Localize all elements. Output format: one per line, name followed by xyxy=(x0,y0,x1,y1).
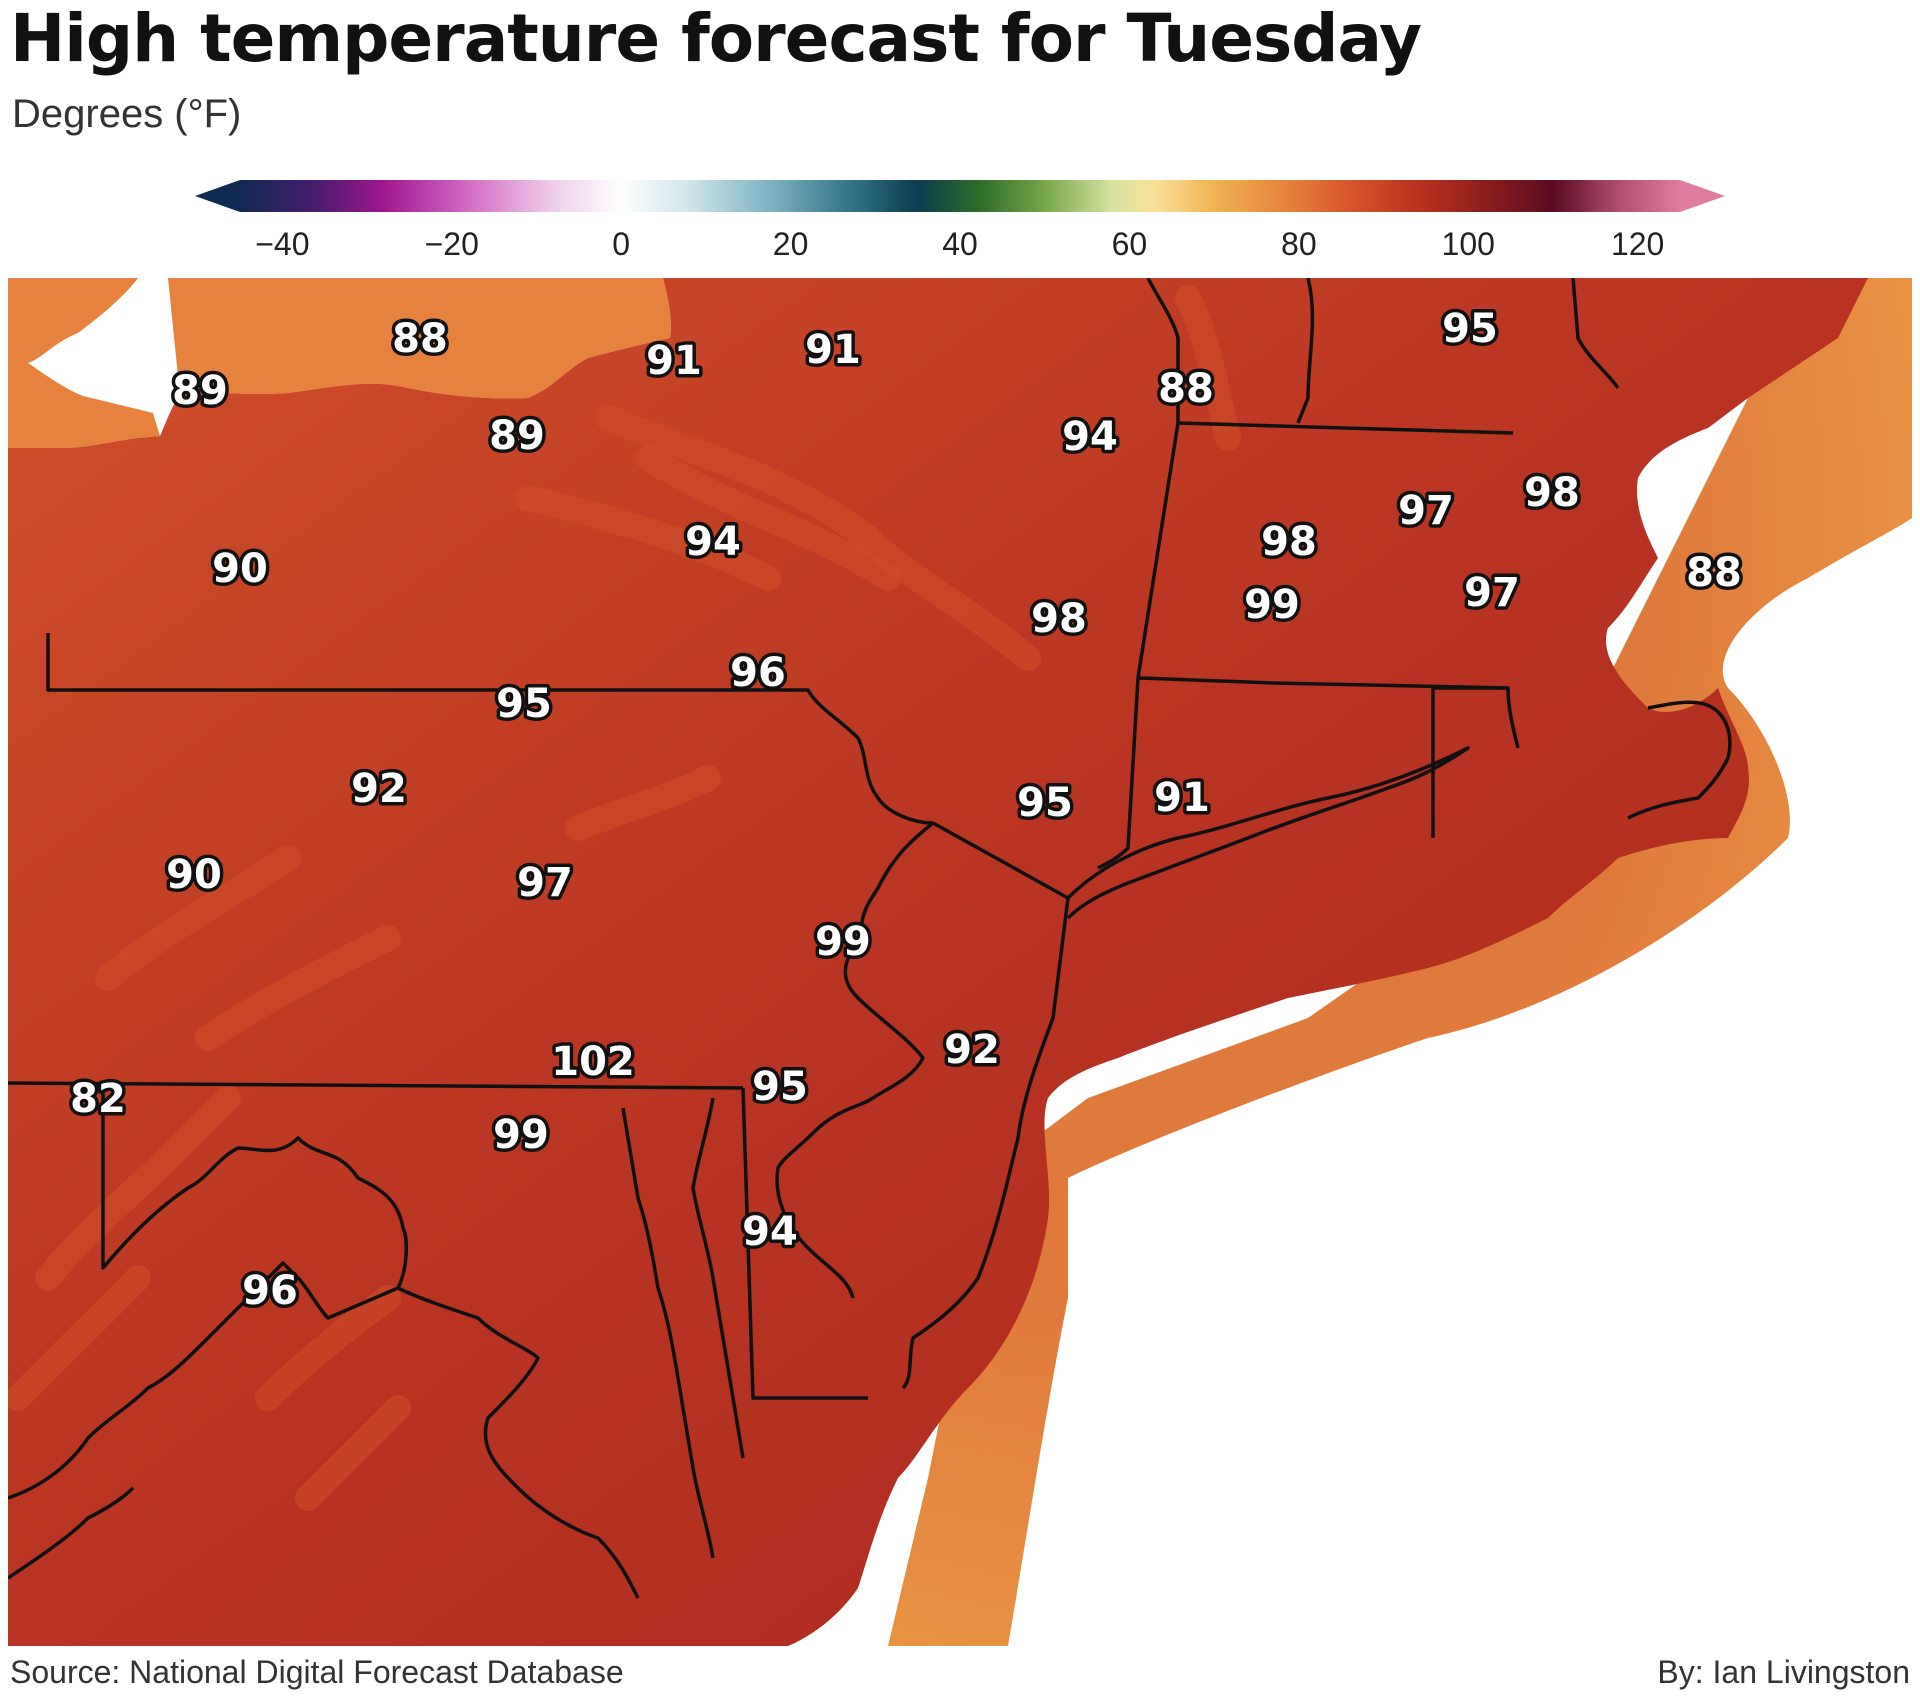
temp-label-ny-adirondack-west: 91 xyxy=(805,327,861,373)
color-scale-tick-label: 100 xyxy=(1442,226,1495,262)
color-scale-bar xyxy=(195,180,1725,212)
pa-nj-border xyxy=(811,821,935,1135)
temp-label-ny-central-west: 91 xyxy=(646,338,702,384)
temp-label-ny-finger-lakes: 89 xyxy=(489,413,545,459)
chart-title: High temperature forecast for Tuesday xyxy=(10,0,1422,77)
de-nj-border xyxy=(775,1131,855,1299)
temp-label-long-island: 91 xyxy=(1154,775,1210,821)
temp-label-pa-south-central: 97 xyxy=(517,860,573,906)
temp-label-pa-central-west: 92 xyxy=(351,766,407,812)
nj-coast xyxy=(901,897,1070,1390)
color-scale-low-arrow xyxy=(195,180,240,212)
temp-label-dc: 99 xyxy=(493,1112,549,1158)
ma-north-border xyxy=(1177,421,1514,435)
temp-label-pa-central-north: 95 xyxy=(496,681,552,727)
vt-nh-border xyxy=(1296,278,1315,424)
land-mass xyxy=(8,278,1868,1646)
color-scale-tick-label: 120 xyxy=(1611,226,1664,262)
temp-label-pa-northeast: 96 xyxy=(730,650,786,696)
temp-label-ny-hudson: 94 xyxy=(1062,414,1118,460)
lake-ontario xyxy=(8,278,671,448)
source-credit: Source: National Digital Forecast Databa… xyxy=(10,1654,624,1690)
temp-label-wv: 82 xyxy=(70,1076,126,1122)
color-scale-ticks: −40 −20 0 20 40 60 80 100 120 xyxy=(255,226,1664,262)
temp-label-de-south: 94 xyxy=(742,1209,798,1255)
temp-label-md-baltimore: 102 xyxy=(551,1039,635,1085)
md-de-border xyxy=(741,1087,868,1400)
temp-label-ri: 97 xyxy=(1464,570,1520,616)
temp-label-philadelphia: 99 xyxy=(815,919,871,965)
temp-label-ny-lower-hudson: 98 xyxy=(1031,596,1087,642)
wv-va-border xyxy=(8,1261,399,1500)
terrain-shading xyxy=(8,285,1241,1511)
temperature-map: 88 89 91 91 88 95 89 94 97 98 98 94 90 88 97 99 98 96 95 92… xyxy=(8,278,1912,1646)
temp-label-ny-niagara: 89 xyxy=(172,368,228,414)
terrain-streak xyxy=(195,925,401,1051)
ri-ma-border xyxy=(1433,686,1520,749)
color-scale-tick-label: 20 xyxy=(773,226,809,262)
color-scale-high-arrow xyxy=(1680,180,1725,212)
ny-nj-border xyxy=(932,821,1069,900)
terrain-streak xyxy=(8,1265,151,1411)
chart-subtitle: Degrees (°F) xyxy=(12,92,242,136)
chesapeake-east xyxy=(691,1097,745,1459)
temp-label-nj-shore: 92 xyxy=(944,1027,1000,1073)
color-scale-gradient xyxy=(240,180,1680,212)
temp-label-ma-cape: 88 xyxy=(1686,550,1742,596)
color-scale-tick-label: −40 xyxy=(255,226,309,262)
temp-label-vt: 88 xyxy=(1158,366,1214,412)
color-scale-tick-label: 80 xyxy=(1281,226,1317,262)
state-borders xyxy=(8,278,1732,1599)
color-scale-tick-label: 0 xyxy=(612,226,630,262)
author-byline: By: Ian Livingston xyxy=(1657,1654,1910,1690)
ny-pa-border xyxy=(46,633,934,825)
terrain-streak xyxy=(255,1285,401,1411)
ma-ct-border xyxy=(1137,676,1509,690)
terrain-streak xyxy=(635,445,901,591)
temp-label-nh-me: 95 xyxy=(1442,306,1498,352)
temp-label-va: 96 xyxy=(242,1268,298,1314)
temp-label-nyc: 95 xyxy=(1017,780,1073,826)
terrain-streak xyxy=(35,1085,241,1291)
color-scale-tick-label: 60 xyxy=(1112,226,1148,262)
temp-label-ma-central: 97 xyxy=(1398,488,1454,534)
color-scale-tick-label: 40 xyxy=(942,226,978,262)
temperature-labels: 88 89 91 91 88 95 89 94 97 98 98 94 90 88 97 99 98 96 95 92… xyxy=(67,303,1746,1318)
terrain-streak xyxy=(295,1395,411,1511)
temp-label-de: 95 xyxy=(752,1064,808,1110)
cape-cod xyxy=(1627,700,1732,820)
color-scale-tick-label: −20 xyxy=(425,226,479,262)
pa-md-border xyxy=(8,1081,744,1090)
temp-label-ct: 99 xyxy=(1244,582,1300,628)
terrain-streak xyxy=(595,405,1041,671)
nh-me-border xyxy=(1571,278,1620,389)
temp-label-pa-west-south: 90 xyxy=(166,852,222,898)
md-wv-border xyxy=(101,1088,409,1289)
color-scale-legend: −40 −20 0 20 40 60 80 100 120 xyxy=(195,180,1725,262)
temp-label-ny-southern-tier: 94 xyxy=(685,519,741,565)
wv-va-south-border xyxy=(8,1486,135,1580)
ny-vt-border xyxy=(1146,278,1180,423)
temp-label-ny-ontario: 88 xyxy=(392,316,448,362)
ny-ma-border xyxy=(1136,422,1180,679)
terrain-streak xyxy=(565,765,721,841)
md-va-border xyxy=(397,1286,640,1599)
ny-ct-border xyxy=(1097,677,1140,870)
chesapeake-west xyxy=(621,1107,715,1559)
temp-label-ma-west: 98 xyxy=(1261,519,1317,565)
temp-label-ma-boston: 98 xyxy=(1524,470,1580,516)
temp-label-pa-west-north: 90 xyxy=(212,546,268,592)
terrain-streak xyxy=(515,485,781,591)
terrain-streak xyxy=(95,845,301,991)
long-island-outline xyxy=(1066,746,1470,920)
